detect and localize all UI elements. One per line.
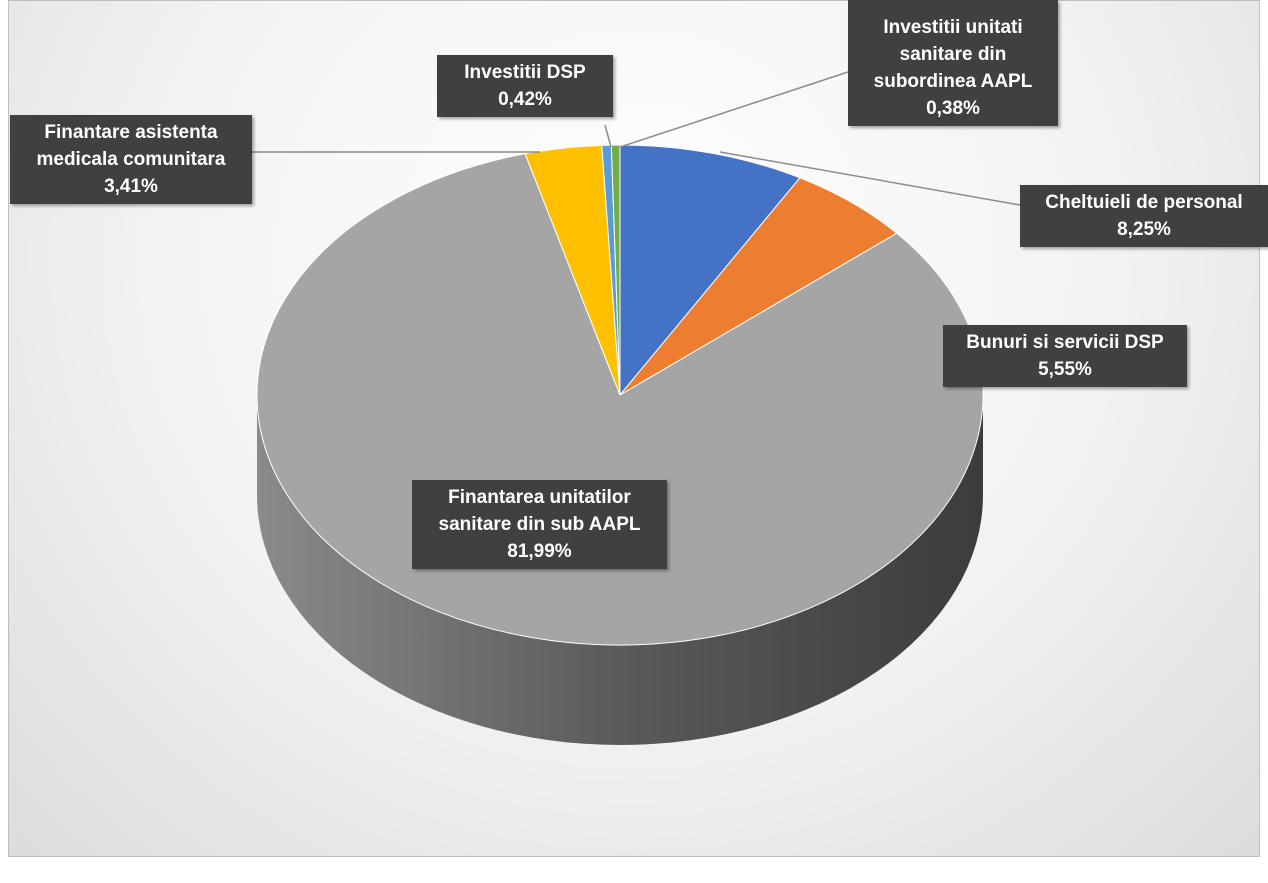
data-label: Finantare asistenta medicala comunitara 3… [10,115,252,204]
slice-side [257,395,983,745]
value-label: 8,25% [1117,219,1171,240]
leader-line [604,124,612,148]
value-label: 0,38% [926,98,980,119]
value-label: 5,55% [1038,359,1092,380]
data-label: Cheltuieli de personal 8,25% [1020,185,1268,247]
slice [619,144,801,397]
category-label: Investitii DSP [464,62,586,83]
leader-line [619,71,849,148]
leader-line [719,151,1021,206]
value-label: 3,41% [104,176,158,197]
category-label: Finantarea unitatilor sanitare din sub A… [438,487,641,535]
category-label: Investitii unitati sanitare din subordin… [873,17,1033,92]
data-label: Investitii unitati sanitare din subordin… [848,0,1058,126]
category-label: Cheltuieli de personal [1045,192,1243,213]
category-label: Bunuri si servicii DSP [966,332,1164,353]
slice [610,144,621,396]
value-label: 81,99% [507,541,572,562]
data-label: Finantarea unitatilor sanitare din sub A… [412,480,667,569]
data-label: Bunuri si servicii DSP 5,55% [943,325,1187,387]
data-label: Investitii DSP 0,42% [437,55,613,117]
value-label: 0,42% [498,89,552,110]
leader-lines [252,71,1021,206]
category-label: Finantare asistenta medicala comunitara [36,122,226,170]
